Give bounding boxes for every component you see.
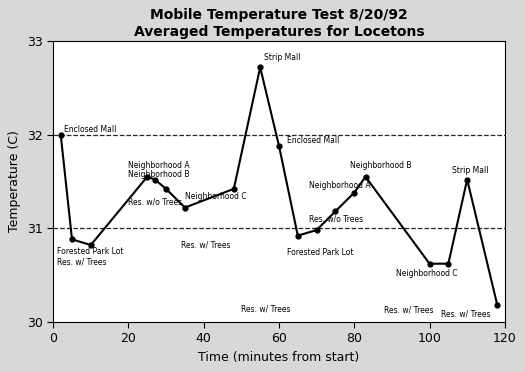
Text: Res. w/o Trees: Res. w/o Trees: [309, 214, 363, 223]
Text: Res. w/ Trees: Res. w/ Trees: [441, 310, 490, 319]
Text: Enclosed Mall: Enclosed Mall: [65, 125, 117, 134]
Y-axis label: Temperature (C): Temperature (C): [8, 131, 22, 232]
Text: Neighborhood C: Neighborhood C: [185, 192, 247, 201]
Text: Enclosed Mall: Enclosed Mall: [287, 136, 339, 145]
Title: Mobile Temperature Test 8/20/92
Averaged Temperatures for Locetons: Mobile Temperature Test 8/20/92 Averaged…: [134, 8, 424, 39]
Text: Neighborhood B: Neighborhood B: [129, 170, 190, 179]
Text: Neighborhood B: Neighborhood B: [351, 161, 412, 170]
X-axis label: Time (minutes from start): Time (minutes from start): [198, 351, 360, 364]
Text: Res. w/ Trees: Res. w/ Trees: [181, 240, 230, 250]
Text: Strip Mall: Strip Mall: [452, 166, 489, 175]
Text: Neighborhood C: Neighborhood C: [396, 269, 457, 278]
Text: Neighborhood A: Neighborhood A: [309, 181, 371, 190]
Text: Forested Park Lot: Forested Park Lot: [57, 247, 123, 256]
Text: Res. w/ Trees: Res. w/ Trees: [242, 304, 291, 313]
Text: Strip Mall: Strip Mall: [264, 54, 300, 62]
Text: Res. w/o Trees: Res. w/o Trees: [129, 198, 183, 206]
Text: Neighborhood A: Neighborhood A: [129, 161, 190, 170]
Text: Res. w/ Trees: Res. w/ Trees: [384, 306, 434, 315]
Text: Res. w/ Trees: Res. w/ Trees: [57, 257, 107, 266]
Text: Forested Park Lot: Forested Park Lot: [287, 248, 353, 257]
